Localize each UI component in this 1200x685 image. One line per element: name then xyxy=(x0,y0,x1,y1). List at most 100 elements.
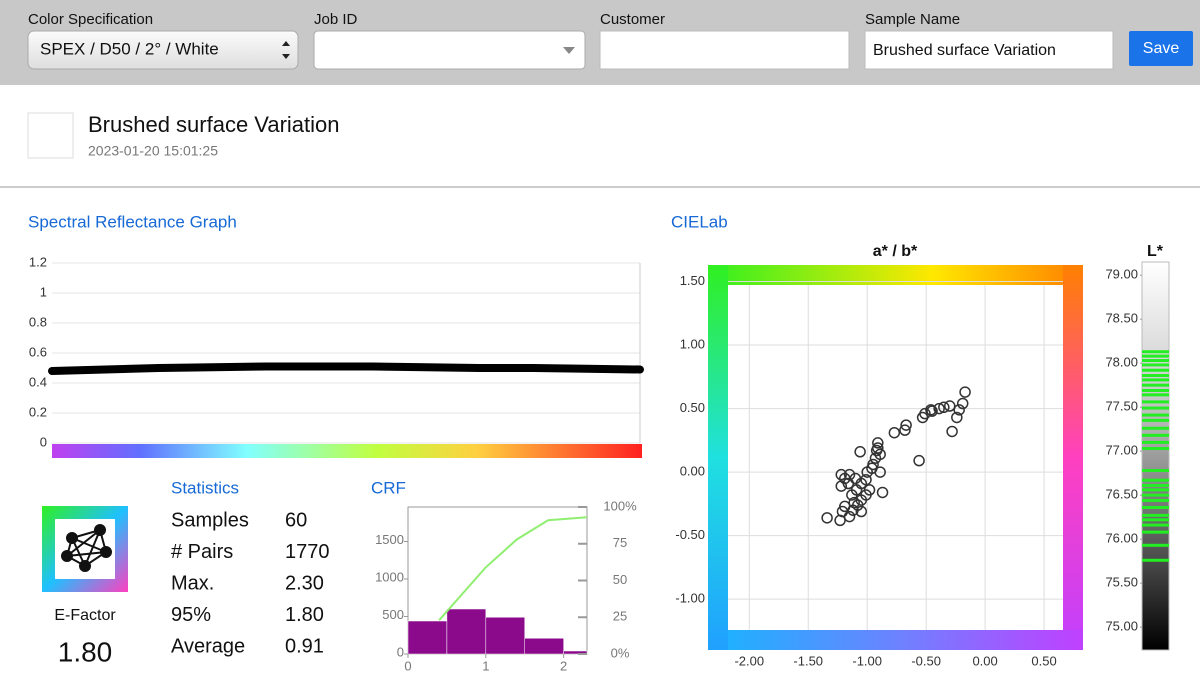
chart-title: CRF xyxy=(371,478,406,497)
y-tick-label: 0.4 xyxy=(29,374,47,389)
stripe xyxy=(1142,354,1169,358)
point xyxy=(946,425,958,438)
section-title: CIELab xyxy=(671,212,728,231)
select-arrows xyxy=(282,41,290,59)
stripe xyxy=(1142,413,1169,417)
stripe xyxy=(1142,378,1169,382)
stripe xyxy=(1142,488,1169,492)
point xyxy=(876,486,889,499)
text-input[interactable] xyxy=(599,30,850,70)
point xyxy=(855,505,868,518)
y-tick-label: 79.00 xyxy=(1105,267,1138,282)
dropdown[interactable] xyxy=(313,30,586,70)
bar xyxy=(524,638,564,655)
y-tick-label: 76.00 xyxy=(1105,531,1138,546)
stripe xyxy=(1142,433,1169,437)
cumulative-line xyxy=(438,516,588,621)
y-tick-label: 77.50 xyxy=(1105,399,1138,414)
point xyxy=(854,446,866,458)
point xyxy=(959,386,971,398)
frame-right xyxy=(1063,265,1083,650)
y-tick-label: 78.50 xyxy=(1105,311,1138,326)
stat-label: Average xyxy=(171,635,245,657)
field-label: Color Specification xyxy=(28,11,153,28)
stat-value: 0.91 xyxy=(285,635,324,657)
stripe xyxy=(1142,498,1169,502)
stripe xyxy=(1142,523,1169,527)
point xyxy=(956,397,969,410)
bar xyxy=(485,617,525,655)
swatch xyxy=(27,112,74,159)
y-tick-label: 75.50 xyxy=(1105,575,1138,590)
dropdown-arrow xyxy=(563,47,575,54)
bar xyxy=(446,608,487,655)
point xyxy=(913,454,925,467)
sample-timestamp: 2023-01-20 15:01:25 xyxy=(88,143,218,159)
chart-title: Spectral Reflectance Graph xyxy=(28,212,237,231)
stat-label: # Pairs xyxy=(171,541,233,563)
stat-value: 60 xyxy=(285,509,307,531)
y-tick-label: -0.50 xyxy=(675,527,705,542)
y2-tick-label: 0% xyxy=(611,645,630,660)
x-tick-label: 2 xyxy=(560,658,567,673)
stripe xyxy=(1142,478,1169,482)
frame-bottom xyxy=(728,630,1083,650)
point xyxy=(938,401,950,414)
y-tick-label: 0.6 xyxy=(29,344,47,359)
stripe xyxy=(1142,493,1169,497)
stripe xyxy=(1142,426,1169,430)
y2-tick-label: 50 xyxy=(613,572,627,587)
stat-value: 1.80 xyxy=(285,604,324,626)
y-tick-label: 78.00 xyxy=(1105,355,1138,370)
x-tick-label: -2.00 xyxy=(734,653,764,668)
stripe xyxy=(1142,350,1169,354)
y-tick-label: 77.00 xyxy=(1105,443,1138,458)
chart-title: L* xyxy=(1147,243,1164,260)
point xyxy=(874,448,886,461)
text-input[interactable] xyxy=(864,30,1114,70)
field-label: Sample Name xyxy=(865,11,960,28)
point xyxy=(933,402,945,415)
point xyxy=(951,411,963,424)
point xyxy=(843,468,856,481)
y-tick-label: 0 xyxy=(397,644,404,659)
point xyxy=(874,466,886,478)
stat-label: Samples xyxy=(171,509,249,531)
lightness-bar xyxy=(1141,261,1170,651)
point xyxy=(872,442,884,454)
field-label: Customer xyxy=(600,11,665,28)
select[interactable] xyxy=(27,30,299,70)
point xyxy=(899,424,911,436)
y-tick-label: 0.50 xyxy=(680,400,705,415)
x-tick-label: -1.50 xyxy=(793,653,823,668)
stripe xyxy=(1142,383,1169,387)
y2-tick-label: 100% xyxy=(603,498,637,513)
stripe xyxy=(1142,373,1169,377)
chart-title: a* / b* xyxy=(873,243,918,260)
stripe xyxy=(1142,483,1169,487)
save-button[interactable] xyxy=(1129,31,1193,66)
statistics-title: Statistics xyxy=(171,478,239,497)
y-tick-label: 0.00 xyxy=(680,464,705,479)
stripe xyxy=(1142,440,1169,444)
point xyxy=(926,405,938,417)
stat-value: 1770 xyxy=(285,541,330,563)
point xyxy=(867,458,879,471)
y-tick-label: 1.2 xyxy=(29,254,47,269)
stripe xyxy=(1142,363,1169,367)
y2-tick-label: 25 xyxy=(613,609,627,624)
point xyxy=(872,437,884,449)
y-tick-label: 0 xyxy=(40,434,47,449)
y-tick-label: 75.00 xyxy=(1105,619,1138,634)
x-tick-label: 0.50 xyxy=(1031,653,1056,668)
plot-area xyxy=(728,285,1063,630)
stripe xyxy=(1142,518,1169,522)
input-value: Brushed surface Variation xyxy=(873,42,1056,59)
x-tick-label: -1.00 xyxy=(852,653,882,668)
stripe xyxy=(1142,530,1169,534)
save-label: Save xyxy=(1143,40,1180,57)
y-tick-label: 76.50 xyxy=(1105,487,1138,502)
stripe xyxy=(1142,447,1169,451)
